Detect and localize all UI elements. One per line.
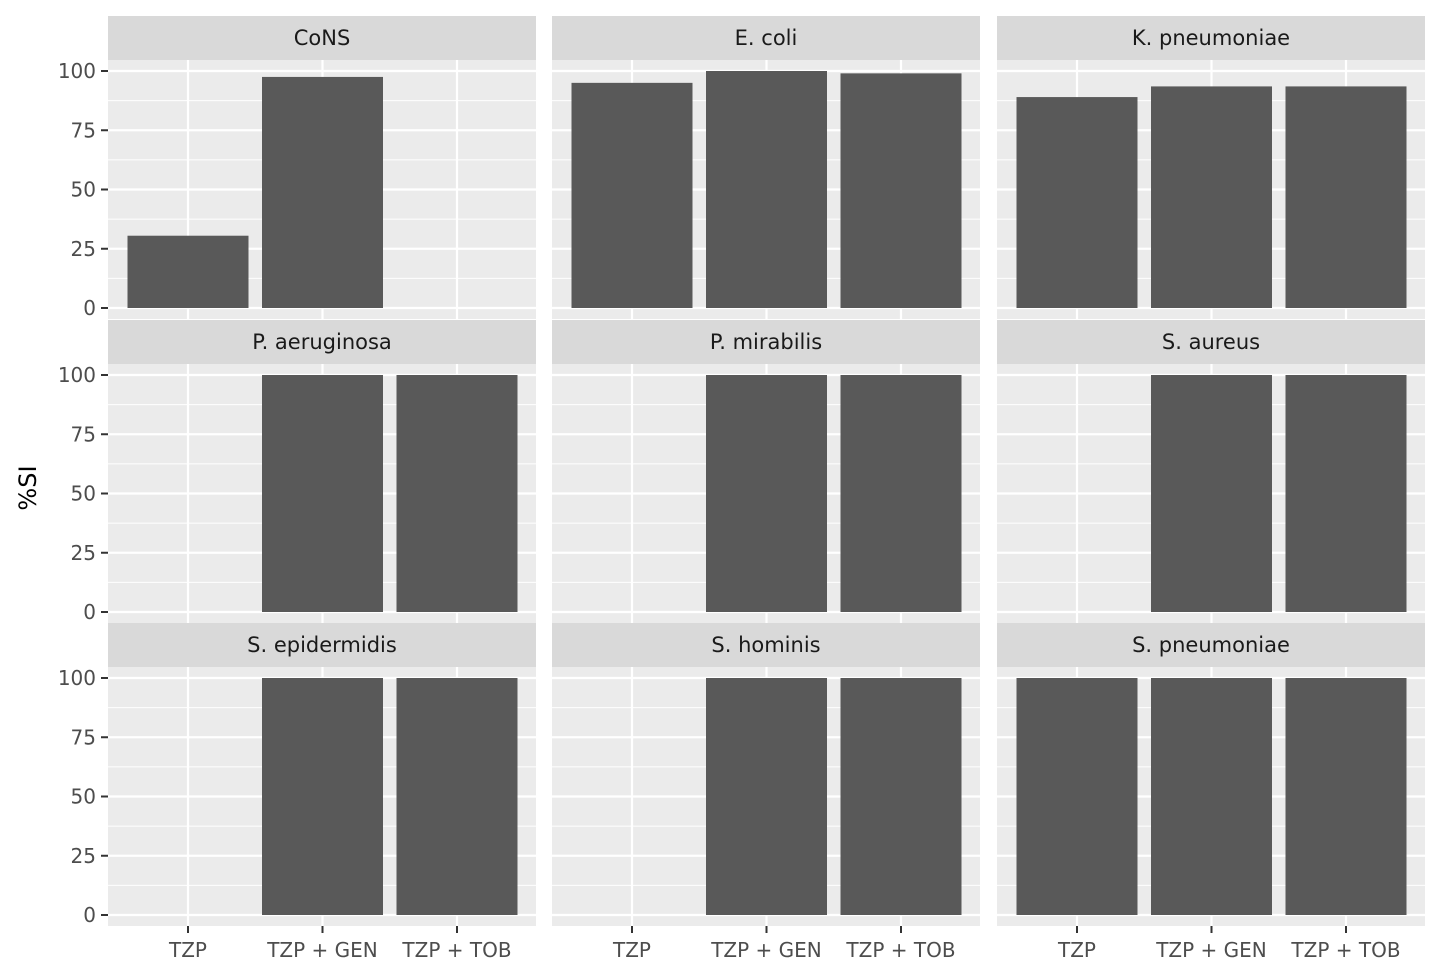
facet-panel: S. aureus (997, 320, 1425, 623)
y-tick-label: 0 (83, 903, 96, 927)
bar-tzp-gen (706, 678, 827, 915)
y-tick-label: 25 (71, 541, 96, 565)
bar-tzp (1016, 97, 1138, 308)
facet-strip (552, 320, 980, 364)
bar-tzp-tob (1285, 678, 1407, 915)
bar-tzp-gen (706, 71, 827, 308)
x-tick-label: TZP + GEN (710, 938, 822, 960)
facet-strip (108, 16, 536, 60)
facet-title: S. epidermidis (247, 633, 397, 657)
x-tick-label: TZP (168, 938, 207, 960)
facet-title: S. aureus (1162, 330, 1260, 354)
facet-title: CoNS (294, 26, 351, 50)
facet-title: E. coli (735, 26, 798, 50)
y-tick-label: 50 (71, 482, 96, 506)
facet-strip (108, 320, 536, 364)
facet-title: S. hominis (711, 633, 820, 657)
bar-tzp (571, 82, 693, 308)
facet-panel: S. epidermidis 0 25 50 75 100 TZP TZP + GEN TZP … (58, 623, 536, 960)
x-tick-label: TZP (612, 938, 651, 960)
bar-tzp-tob (1285, 86, 1407, 308)
bar-tzp (1016, 678, 1138, 915)
y-tick-label: 0 (83, 600, 96, 624)
x-tick-label: TZP (1057, 938, 1096, 960)
bar-tzp-tob (840, 73, 962, 309)
facet-panel: CoNS 0 25 50 75 100 (58, 16, 536, 320)
facet-title: P. aeruginosa (252, 330, 392, 354)
y-tick-label: 50 (71, 178, 96, 202)
x-tick-label: TZP + TOB (845, 938, 955, 960)
y-tick-label: 50 (71, 785, 96, 809)
y-tick-label: 100 (58, 666, 96, 690)
y-tick-label: 100 (58, 363, 96, 387)
facet-title: P. mirabilis (710, 330, 822, 354)
facet-title: K. pneumoniae (1132, 26, 1290, 50)
facet-panel: S. hominis TZP TZP + GEN TZP + TOB (552, 623, 980, 960)
bar-tzp-gen (706, 375, 827, 612)
x-tick-label: TZP + GEN (266, 938, 378, 960)
x-tick-label: TZP + TOB (1290, 938, 1400, 960)
bar-tzp-gen (1151, 678, 1272, 915)
bar-tzp-tob (396, 678, 518, 915)
bar-tzp (127, 235, 249, 308)
y-tick-label: 75 (71, 118, 96, 142)
bar-tzp-gen (262, 76, 383, 308)
y-tick-label: 25 (71, 844, 96, 868)
facet-strip (997, 623, 1425, 667)
facet-panel: E. coli (552, 16, 980, 319)
bar-tzp-gen (262, 678, 383, 915)
facet-panel: P. aeruginosa 0 25 50 75 100 (58, 320, 536, 624)
facet-strip (108, 623, 536, 667)
x-tick-label: TZP + GEN (1155, 938, 1267, 960)
facet-strip (997, 16, 1425, 60)
facet-strip (552, 16, 980, 60)
bar-tzp-tob (1285, 375, 1407, 612)
y-tick-label: 75 (71, 725, 96, 749)
bar-tzp-tob (840, 375, 962, 612)
x-tick-label: TZP + TOB (401, 938, 511, 960)
y-tick-label: 25 (71, 237, 96, 261)
y-tick-label: 100 (58, 59, 96, 83)
facet-title: S. pneumoniae (1132, 633, 1290, 657)
facet-strip (552, 623, 980, 667)
facet-panel: P. mirabilis (552, 320, 980, 623)
y-tick-label: 75 (71, 422, 96, 446)
facet-strip (997, 320, 1425, 364)
y-tick-label: 0 (83, 296, 96, 320)
bar-tzp-gen (1151, 375, 1272, 612)
facet-panel: K. pneumoniae (997, 16, 1425, 319)
y-axis-title: %SI (14, 465, 42, 510)
bar-tzp-tob (840, 678, 962, 915)
facet-panel: S. pneumoniae TZP TZP + GEN TZP + TOB (997, 623, 1425, 960)
bar-tzp-gen (262, 375, 383, 612)
bar-tzp-tob (396, 375, 518, 612)
bar-tzp-gen (1151, 86, 1272, 308)
